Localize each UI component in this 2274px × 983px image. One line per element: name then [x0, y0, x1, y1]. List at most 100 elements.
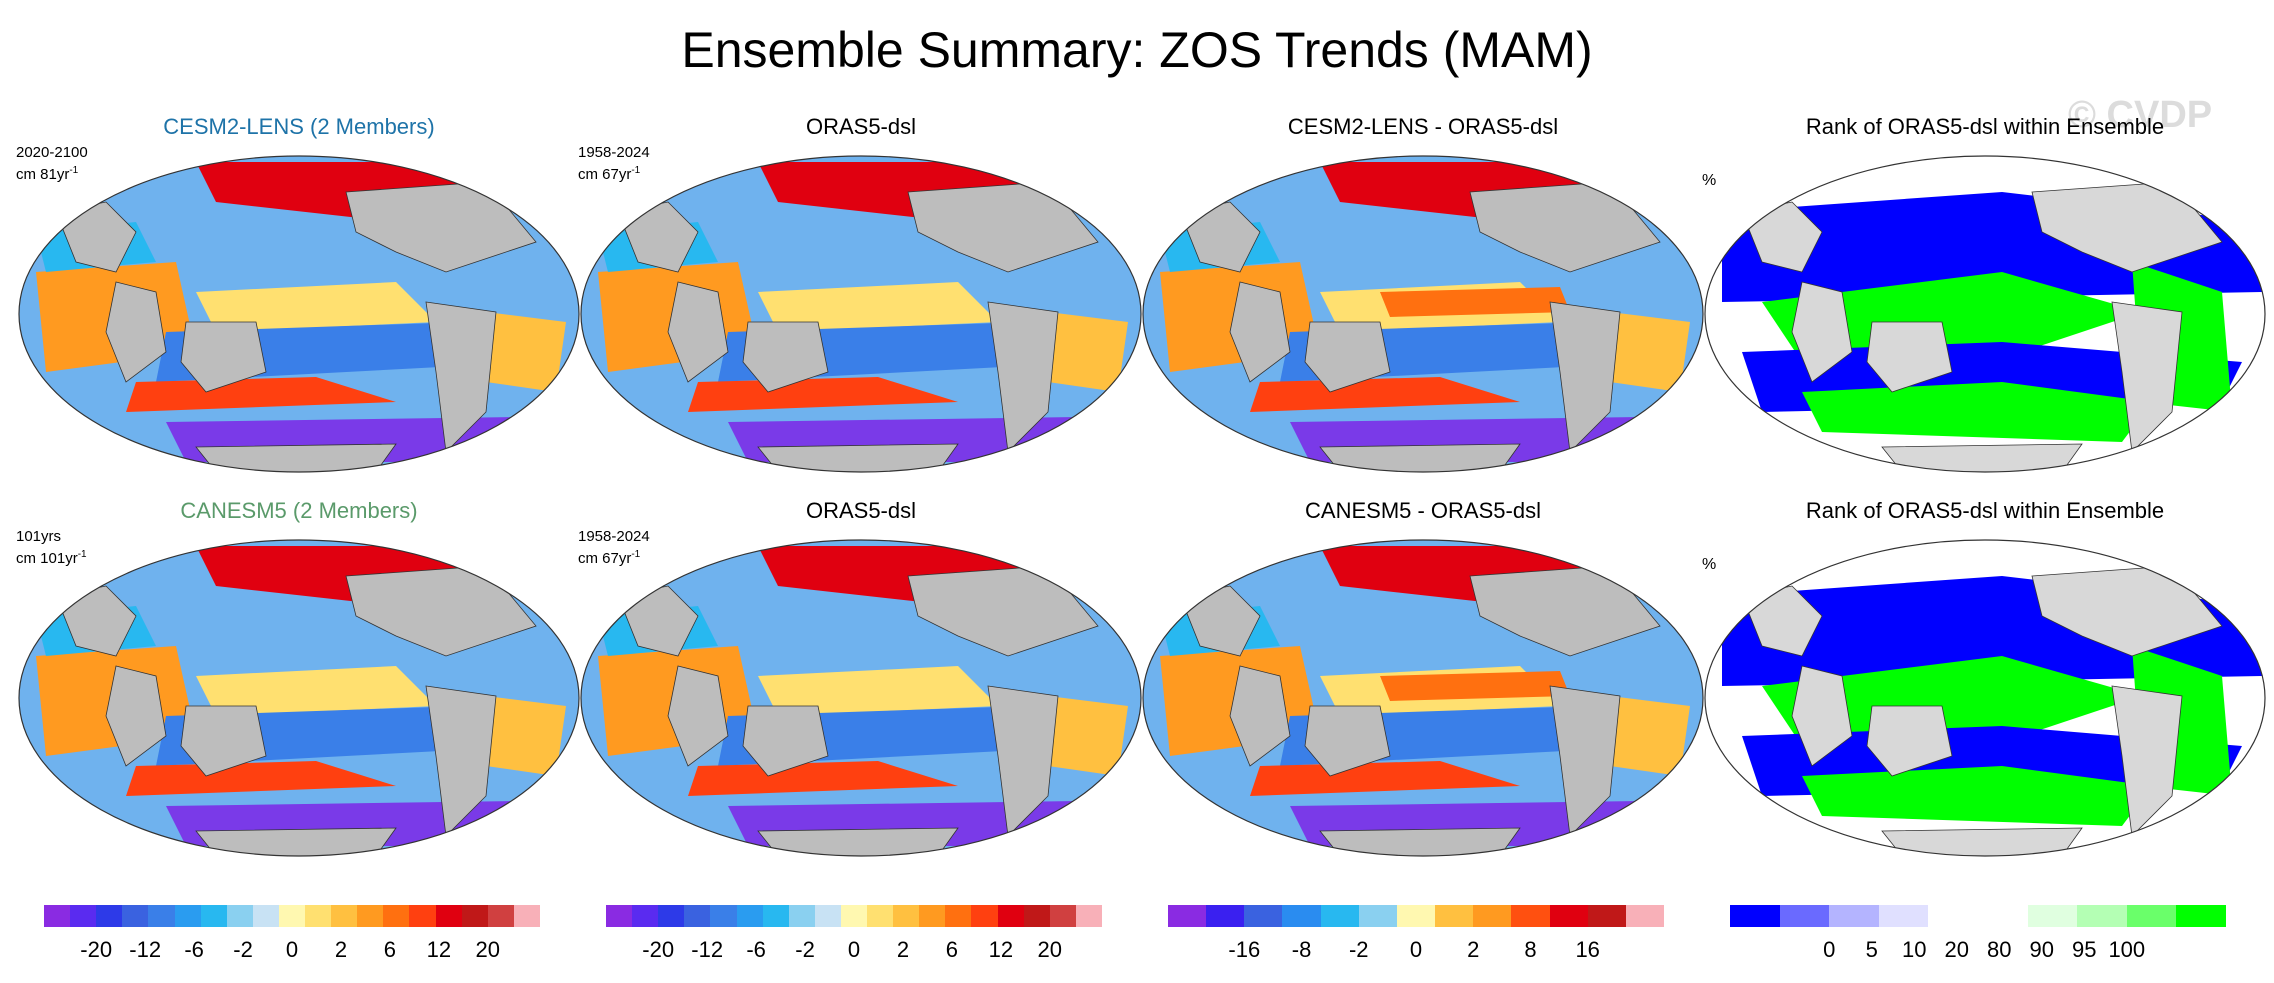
colorbar-swatch — [1587, 905, 1627, 927]
colorbar-tick-label: -6 — [184, 937, 204, 962]
colorbar-tick-label: -2 — [233, 937, 253, 962]
colorbar-0: -20 -12 -6 -2 0 2 6 12 20 — [44, 905, 541, 975]
colorbar-tick-label: 0 — [1409, 937, 1423, 962]
map-model — [18, 539, 580, 857]
units-exponent: -1 — [77, 549, 87, 560]
colorbar-swatch — [174, 905, 202, 927]
colorbar-tick-label: -12 — [129, 937, 162, 962]
units-text: cm 81yr — [16, 166, 70, 183]
colorbar-swatch — [2077, 905, 2128, 927]
panel-r0-c1: ORAS5-dsl 1958-2024 cm 67yr-1 — [578, 114, 1144, 474]
colorbar-swatch — [200, 905, 228, 927]
colorbar-swatch — [997, 905, 1025, 927]
colorbar-tick-label: 2 — [1467, 937, 1480, 962]
colorbar-swatch — [1358, 905, 1398, 927]
colorbar-tick-label: 20 — [475, 937, 501, 962]
colorbar-tick-label: 6 — [383, 937, 397, 962]
colorbar-tick-label: 100 — [2108, 937, 2146, 962]
map-rank — [1704, 539, 2266, 857]
colorbar-tick-label: -12 — [691, 937, 724, 962]
colorbar-swatch — [1779, 905, 1830, 927]
panel-title: Rank of ORAS5-dsl within Ensemble — [1805, 114, 2165, 139]
colorbar-tick-label: 90 — [2029, 937, 2055, 962]
units-exponent: -1 — [631, 549, 641, 560]
colorbar-swatch — [2126, 905, 2177, 927]
units-exponent: -1 — [631, 165, 641, 176]
colorbar-swatch — [44, 905, 71, 927]
colorbar-tick-label: 16 — [1575, 937, 1600, 962]
colorbar-swatch — [148, 905, 175, 927]
colorbar-swatch — [70, 905, 97, 927]
units-label: cm 101yr-1 — [16, 546, 87, 568]
colorbar-swatch — [2027, 905, 2078, 927]
map-obs — [580, 539, 1142, 857]
colorbar-swatch — [513, 905, 541, 927]
panel-meta: 101yrs cm 101yr-1 — [16, 528, 87, 568]
colorbar-tick-label: 0 — [847, 937, 861, 962]
panel-title: Rank of ORAS5-dsl within Ensemble — [1805, 498, 2165, 523]
colorbar-tick-label: 12 — [988, 937, 1014, 962]
colorbar-swatch — [736, 905, 764, 927]
colorbar-tick-label: -20 — [80, 937, 113, 962]
colorbar-swatch — [305, 905, 332, 927]
colorbar-swatch — [252, 905, 280, 927]
map-diff — [1142, 539, 1704, 857]
panel-r0-c2: CESM2-LENS - ORAS5-dsl — [1140, 114, 1706, 474]
colorbar-swatch — [867, 905, 894, 927]
colorbar-swatch — [331, 905, 358, 927]
units-label: cm 81yr-1 — [16, 162, 88, 184]
colorbar-swatch — [1049, 905, 1077, 927]
units-text: cm 101yr — [16, 550, 78, 567]
units-label: cm 67yr-1 — [578, 162, 650, 184]
colorbar-swatch — [1320, 905, 1360, 927]
colorbar-tick-label: 6 — [945, 937, 959, 962]
colorbar-tick-label: 2 — [896, 937, 910, 962]
panel-meta: 1958-2024 cm 67yr-1 — [578, 144, 650, 184]
panel-r1-c2: CANESM5 - ORAS5-dsl — [1140, 498, 1706, 858]
colorbar-3: 0 5 10 20 80 90 95 100 — [1730, 905, 2227, 975]
colorbar-swatch — [1829, 905, 1880, 927]
panel-r1-c1: ORAS5-dsl 1958-2024 cm 67yr-1 — [578, 498, 1144, 858]
panel-title: CESM2-LENS - ORAS5-dsl — [1287, 114, 1559, 139]
colorbar-swatch — [1023, 905, 1051, 927]
colorbar-swatch — [96, 905, 123, 927]
period-label: 2020-2100 — [16, 144, 88, 161]
colorbar-swatch — [788, 905, 816, 927]
colorbar-swatch — [461, 905, 489, 927]
colorbar-tick-label: -8 — [1291, 937, 1312, 962]
panel-meta: 2020-2100 cm 81yr-1 — [16, 144, 88, 184]
map-obs — [580, 155, 1142, 473]
colorbar-tick-label: 95 — [2072, 937, 2097, 962]
colorbar-swatch — [2176, 905, 2227, 927]
colorbar-tick-label: 0 — [1823, 937, 1836, 962]
panel-title: CESM2-LENS (2 Members) — [163, 114, 435, 139]
colorbar-swatch — [840, 905, 868, 927]
colorbar-swatch — [1473, 905, 1512, 927]
panel-title: ORAS5-dsl — [805, 114, 917, 139]
colorbar-swatch — [1511, 905, 1551, 927]
period-label: 1958-2024 — [578, 528, 650, 545]
map-rank — [1704, 155, 2266, 473]
colorbar-tick-label: -2 — [795, 937, 815, 962]
colorbar-swatch — [357, 905, 384, 927]
colorbar-tick-label: 0 — [285, 937, 299, 962]
colorbar-swatch — [487, 905, 515, 927]
colorbar-1: -20 -12 -6 -2 0 2 6 12 20 — [606, 905, 1103, 975]
colorbar-swatch — [226, 905, 254, 927]
colorbar-swatch — [435, 905, 463, 927]
colorbar-swatch — [1168, 905, 1207, 927]
colorbar-swatch — [1978, 905, 2029, 927]
colorbar-tick-label: 20 — [1037, 937, 1063, 962]
period-label: 1958-2024 — [578, 144, 650, 161]
colorbar-swatch — [762, 905, 790, 927]
colorbar-tick-label: 8 — [1524, 937, 1537, 962]
colorbar-tick-label: -2 — [1348, 937, 1369, 962]
colorbar-tick-label: 10 — [1901, 937, 1927, 962]
colorbar-swatch — [1878, 905, 1929, 927]
colorbar-tick-label: 20 — [1944, 937, 1969, 962]
panel-r1-c3: Rank of ORAS5-dsl within Ensemble% — [1702, 498, 2268, 858]
colorbar-swatch — [606, 905, 633, 927]
colorbar-tick-label: 2 — [334, 937, 348, 962]
colorbar-swatch — [409, 905, 437, 927]
percent-unit-label: % — [1702, 556, 1717, 573]
